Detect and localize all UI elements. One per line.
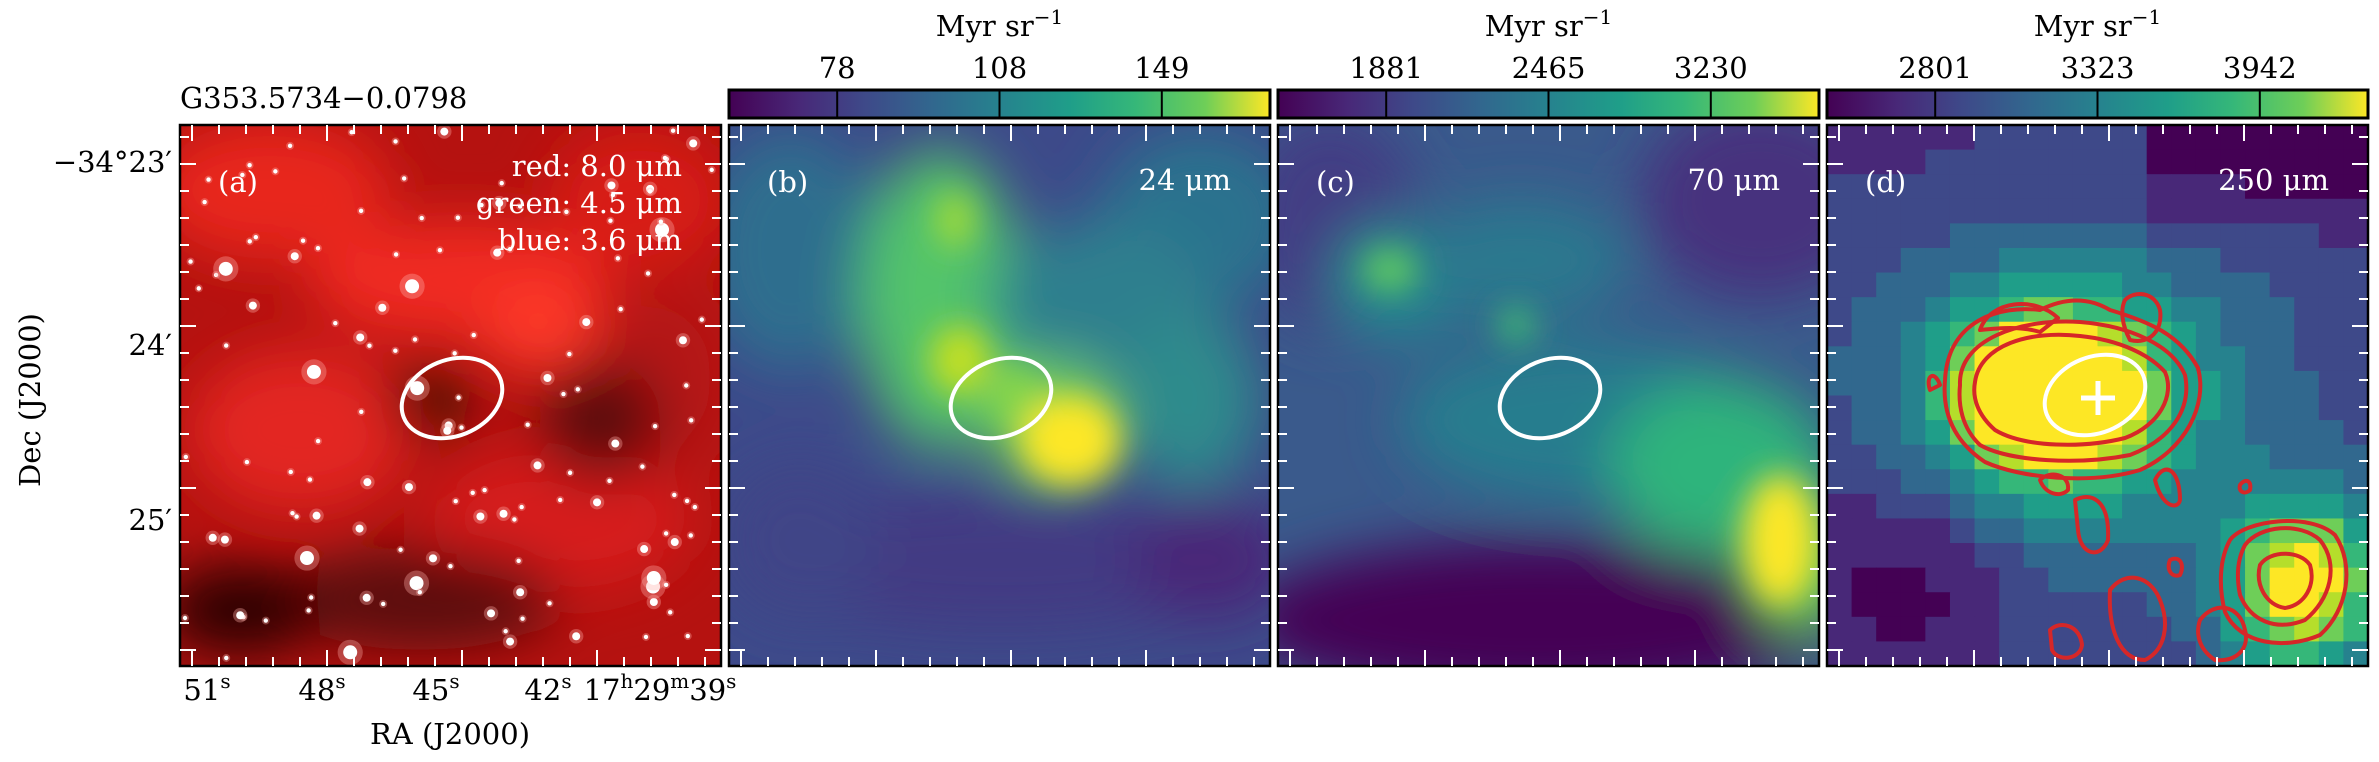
contour-17 — [2237, 478, 2253, 495]
panel-b-band: 24 μm — [1139, 163, 1231, 197]
colorbar-b-tick-label-2: 149 — [1134, 51, 1189, 85]
panel-c-band: 70 μm — [1688, 163, 1780, 197]
contour-3 — [1942, 298, 2203, 481]
contour-5 — [2120, 292, 2163, 343]
contour-6 — [1926, 374, 1942, 392]
panel-c-ticks — [1278, 125, 1819, 666]
dec-tick-1: 24′ — [129, 328, 173, 362]
colorbar-c-tick-label-0: 1881 — [1349, 51, 1423, 85]
panel-d-contours — [1926, 292, 2349, 663]
dec-tick-0: −34°23′ — [53, 145, 172, 179]
panel-a-beam-ellipse — [399, 355, 505, 441]
panel-a-label: (a) — [218, 165, 258, 199]
panel-b-ticks — [729, 125, 1270, 666]
contour-9 — [2153, 467, 2182, 508]
contour-13 — [2107, 575, 2167, 662]
ra-tick-2: 45s — [412, 669, 459, 707]
panel-a-nebulosity — [180, 125, 721, 655]
dec-tick-2: 25′ — [129, 503, 173, 537]
dec-axis-title: Dec (J2000) — [13, 313, 47, 487]
colorbar-c-title: Myr sr−1 — [1485, 5, 1612, 43]
colorbar-c-tick-label-2: 3230 — [1674, 51, 1748, 85]
panel-d-ticks — [1827, 125, 2368, 666]
ra-tick-4: 17h29m39s — [584, 669, 737, 707]
panel-d-frame — [1825, 123, 2370, 668]
panel-c-frame — [1276, 123, 1821, 668]
contour-12 — [2256, 551, 2314, 610]
panel-c-70um-map: (c) 70 μm — [1276, 123, 1821, 668]
panel-c-label: (c) — [1316, 165, 1355, 199]
panel-c-beam-ellipse — [1497, 355, 1603, 441]
panel-d-peak-marker — [2081, 381, 2115, 415]
panel-a-band-blue: blue: 3.6 μm — [498, 223, 682, 257]
colorbar-b-tick-label-0: 78 — [819, 51, 856, 85]
ra-axis: 51s 48s 45s 42s 17h29m39s RA (J2000) — [183, 669, 736, 751]
panel-a-frame — [178, 123, 723, 668]
panel-a-rgb-composite: (a) red: 8.0 μm green: 4.5 μm blue: 3.6 … — [178, 123, 723, 668]
colorbar-c-tick-label-1: 2465 — [1512, 51, 1586, 85]
panel-b-beam-ellipse — [948, 355, 1054, 441]
panel-a-band-green: green: 4.5 μm — [476, 186, 682, 220]
panel-b-24um-map: (b) 24 μm — [727, 123, 1272, 668]
panel-a-band-red: red: 8.0 μm — [512, 149, 682, 183]
panel-d-250um-map: (d) 250 μm — [1825, 123, 2370, 668]
ra-tick-0: 51s — [183, 669, 230, 707]
panel-b-frame — [727, 123, 1272, 668]
panel-a-ticks — [180, 125, 721, 666]
ra-axis-title: RA (J2000) — [370, 717, 530, 751]
contour-4 — [1978, 302, 2060, 334]
colorbar-d-title: Myr sr−1 — [2034, 5, 2161, 43]
contour-14 — [2196, 605, 2248, 663]
colorbar-b-tick-label-1: 108 — [972, 51, 1027, 85]
dec-axis: −34°23′ 24′ 25′ Dec (J2000) — [13, 145, 172, 537]
contour-1 — [1972, 332, 2171, 447]
panel-b-label: (b) — [767, 165, 808, 199]
source-title: G353.5734−0.0798 — [180, 81, 467, 115]
colorbar-d: Myr sr−1 2801 3323 3942 — [1825, 5, 2370, 120]
colorbar-d-tick-label-2: 3942 — [2223, 51, 2297, 85]
contour-7 — [2038, 472, 2071, 497]
contour-16 — [2166, 556, 2184, 578]
contour-2 — [1957, 319, 2189, 463]
contour-15 — [2048, 623, 2084, 660]
colorbar-d-tick-label-0: 2801 — [1898, 51, 1972, 85]
contour-10 — [2235, 526, 2333, 627]
panel-d-label: (d) — [1865, 165, 1906, 199]
panel-d-beam-ellipse — [2042, 352, 2148, 438]
ra-tick-3: 42s — [524, 669, 571, 707]
panel-d-band: 250 μm — [2218, 163, 2329, 197]
colorbar-c: Myr sr−1 1881 2465 3230 — [1276, 5, 1821, 120]
contour-11 — [2218, 519, 2349, 646]
colorbar-b: Myr sr−1 78 108 149 — [727, 5, 1272, 120]
colorbar-d-tick-label-1: 3323 — [2061, 51, 2135, 85]
colorbar-b-title: Myr sr−1 — [936, 5, 1063, 43]
ra-tick-1: 48s — [298, 669, 345, 707]
contour-8 — [2073, 494, 2111, 555]
panel-a-stars — [181, 125, 716, 665]
